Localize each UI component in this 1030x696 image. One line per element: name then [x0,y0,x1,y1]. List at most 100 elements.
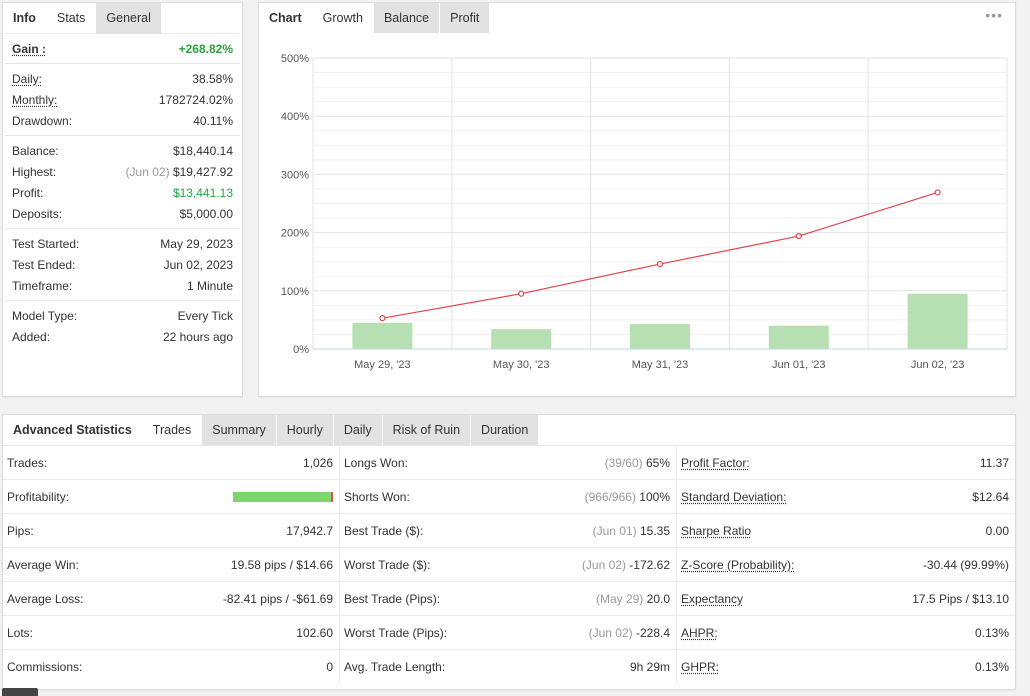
highest-label: Highest: [12,164,57,179]
timeframe-value: 1 Minute [186,278,233,293]
advanced-col-2: Longs Won: (39/60) 65% Shorts Won: (966/966… [340,446,677,684]
commissions-label: Commissions: [7,660,83,674]
trades-value-wrap: 1,026 [303,456,333,470]
timeframe-row: Timeframe: 1 Minute [12,275,233,296]
tab-daily[interactable]: Daily [333,415,383,445]
lots-value-wrap: 102.60 [296,626,333,640]
profit-factor-value-wrap: 11.37 [980,456,1009,470]
worst-trade-value: -172.62 [629,557,670,572]
worst-trade-date: (Jun 02) [581,557,626,572]
shorts-won-date: (966/966) [584,489,636,504]
average-win-row: Average Win: 19.58 pips / $14.66 [3,548,339,582]
profitability-bar [233,491,333,502]
average-loss-value: -82.41 pips / -$61.69 [222,591,333,606]
profit-factor-label[interactable]: Profit Factor: [681,455,750,470]
timeframe-label: Timeframe: [12,278,73,293]
deposits-label: Deposits: [12,206,63,221]
test-ended-row: Test Ended: Jun 02, 2023 [12,254,233,275]
growth-point[interactable] [934,189,941,196]
chart-panel: Chart Growth Balance Profit ••• 0% 100% 20… [258,2,1016,397]
tab-info[interactable]: Info [3,3,47,33]
worst-trade-pips-date: (Jun 02) [588,625,633,640]
trades-row: Trades: 1,026 [3,446,339,480]
profit-row: Profit: $13,441.13 [12,182,233,203]
x-tick-label: May 31, '23 [632,359,689,371]
ghpr-value-wrap: 0.13% [975,660,1009,674]
growth-bar[interactable] [352,322,413,349]
profitability-label: Profitability: [7,489,70,504]
monthly-label[interactable]: Monthly: [12,92,58,107]
commissions-value-wrap: 0 [326,660,333,674]
growth-bar[interactable] [630,323,690,349]
model-type-label: Model Type: [12,308,78,323]
tab-chart[interactable]: Chart [259,3,313,33]
rates-group: Daily: 38.58% Monthly: 1782724.02% Drawd… [5,63,240,135]
best-trade-value-wrap: (Jun 01) 15.35 [593,524,670,538]
growth-point[interactable] [518,290,525,297]
tab-profit[interactable]: Profit [440,3,491,33]
gain-row: Gain : +268.82% [12,38,233,59]
gain-label[interactable]: Gain : [12,41,47,56]
avg-trade-length-value-wrap: 9h 29m [630,660,670,674]
money-group: Balance: $18,440.14 Highest: (Jun 02) $1… [5,135,240,228]
test-ended-label: Test Ended: [12,257,76,272]
standard-deviation-label[interactable]: Standard Deviation: [681,489,787,504]
tab-stats[interactable]: Stats [46,3,97,33]
commissions-row: Commissions: 0 [3,650,339,684]
profit-label: Profit: [12,185,44,200]
highest-value: $19,427.92 [172,164,233,179]
growth-bar[interactable] [907,293,968,349]
trades-value: 1,026 [302,455,333,470]
ahpr-label[interactable]: AHPR: [681,625,718,640]
worst-trade-label: Worst Trade ($): [344,557,431,572]
advanced-stats-panel: Advanced Statistics Trades Summary Hourl… [2,414,1016,690]
growth-point[interactable] [795,232,802,240]
more-dots-icon[interactable]: ••• [985,7,1003,23]
standard-deviation-value: $12.64 [972,489,1009,504]
expectancy-label[interactable]: Expectancy [681,591,744,606]
growth-bar[interactable] [768,325,829,349]
pips-value-wrap: 17,942.7 [286,524,333,538]
lots-value: 102.60 [296,625,333,640]
profit-value: $13,441.13 [172,185,233,200]
advanced-col-1: Trades: 1,026 Profitability: Pips: 17,942.7 A… [3,446,340,684]
growth-bar[interactable] [491,329,552,349]
tab-trades[interactable]: Trades [142,415,203,445]
expectancy-value: 17.5 Pips / $13.10 [912,591,1009,606]
expectancy-row: Expectancy 17.5 Pips / $13.10 [677,582,1015,616]
balance-label: Balance: [12,143,59,158]
growth-point[interactable] [379,315,386,322]
shorts-won-value-wrap: (966/966) 100% [585,490,670,504]
longs-won-value: 65% [645,455,670,470]
tab-risk-of-ruin[interactable]: Risk of Ruin [382,415,472,445]
advanced-grid: Trades: 1,026 Profitability: Pips: 17,942.7 A… [3,445,1015,684]
z-score-probability-label[interactable]: Z-Score (Probability): [681,557,795,572]
daily-label[interactable]: Daily: [12,71,43,86]
corner-button[interactable] [2,688,38,696]
sharpe-ratio-value: 0.00 [985,523,1009,538]
longs-won-value-wrap: (39/60) 65% [605,456,670,470]
y-tick-label: 0% [293,344,309,356]
worst-trade-pips-label: Worst Trade (Pips): [344,625,448,640]
tab-hourly[interactable]: Hourly [276,415,334,445]
ghpr-label[interactable]: GHPR: [681,660,720,674]
y-tick-label: 400% [281,111,309,123]
tab-summary[interactable]: Summary [202,415,277,445]
tab-general[interactable]: General [96,3,162,33]
tab-growth[interactable]: Growth [312,3,374,33]
tab-duration[interactable]: Duration [471,415,540,445]
tab-balance[interactable]: Balance [373,3,441,33]
shorts-won-value: 100% [639,489,670,504]
worst-trade-pips-value: -228.4 [635,625,670,640]
tab-advanced-statistics[interactable]: Advanced Statistics [3,415,143,445]
highest-date: (Jun 02) [125,164,170,179]
daily-value: 38.58% [192,71,233,86]
growth-point[interactable] [656,260,664,268]
shorts-won-label: Shorts Won: [344,489,410,504]
shorts-won-row: Shorts Won: (966/966) 100% [340,480,676,514]
pips-row: Pips: 17,942.7 [3,514,339,548]
profitability-bar-loss [331,491,333,502]
test-ended-value: Jun 02, 2023 [163,257,233,272]
sharpe-ratio-label[interactable]: Sharpe Ratio [681,523,752,538]
balance-row: Balance: $18,440.14 [12,140,233,161]
